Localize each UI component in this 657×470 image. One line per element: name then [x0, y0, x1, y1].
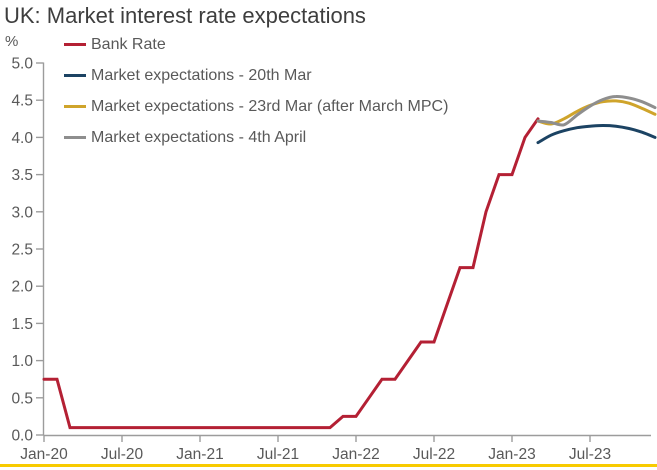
legend-line-swatch: [64, 74, 86, 77]
legend-label: Market expectations - 20th Mar: [91, 66, 312, 84]
x-tick-label: Jul-20: [101, 446, 144, 463]
x-tick-label: Jan-23: [488, 446, 535, 463]
y-tick-label: 4.0: [11, 130, 33, 147]
y-tick-label: 0.5: [11, 390, 33, 407]
series-line-bank-rate: [42, 117, 540, 430]
y-tick-label: 0.0: [11, 428, 33, 445]
y-tick-label: 3.0: [11, 204, 33, 221]
y-tick-label: 4.5: [11, 93, 33, 110]
y-tick-label: 2.0: [11, 279, 33, 296]
legend-label: Market expectations - 23rd Mar (after Ma…: [91, 97, 449, 115]
x-tick-label: Jan-22: [332, 446, 379, 463]
bottom-accent-border: [0, 464, 657, 467]
legend-row: Market expectations - 20th Mar: [64, 60, 448, 91]
y-tick-label: 3.5: [11, 167, 33, 184]
series-line-market-expectations-23rd-mar-after-march-mpc-: [536, 99, 657, 126]
legend-line-swatch: [64, 136, 86, 139]
x-tick-label: Jul-23: [569, 446, 611, 463]
legend-row: Market expectations - 4th April: [64, 122, 448, 153]
y-tick-label: 1.5: [11, 316, 33, 333]
y-axis-unit-label: %: [5, 33, 19, 50]
legend-line-swatch: [64, 43, 86, 46]
legend-row: Bank Rate: [64, 29, 448, 60]
series-line-market-expectations-4th-april: [536, 94, 657, 127]
x-tick-label: Jul-21: [257, 446, 299, 463]
y-tick-label: 1.0: [11, 353, 33, 370]
chart-title: UK: Market interest rate expectations: [4, 3, 366, 28]
legend: Bank Rate Market expectations - 20th Mar…: [64, 29, 448, 153]
legend-row: Market expectations - 23rd Mar (after Ma…: [64, 91, 448, 122]
x-tick-label: Jul-22: [413, 446, 455, 463]
legend-line-swatch: [64, 105, 86, 108]
y-tick-label: 5.0: [11, 56, 33, 73]
y-tick-label: 2.5: [11, 242, 33, 259]
x-tick-label: Jan-20: [20, 446, 68, 463]
x-tick-label: Jan-21: [176, 446, 223, 463]
legend-label: Market expectations - 4th April: [91, 128, 307, 146]
series-line-market-expectations-20th-mar: [536, 123, 657, 145]
legend-label: Bank Rate: [91, 35, 166, 53]
